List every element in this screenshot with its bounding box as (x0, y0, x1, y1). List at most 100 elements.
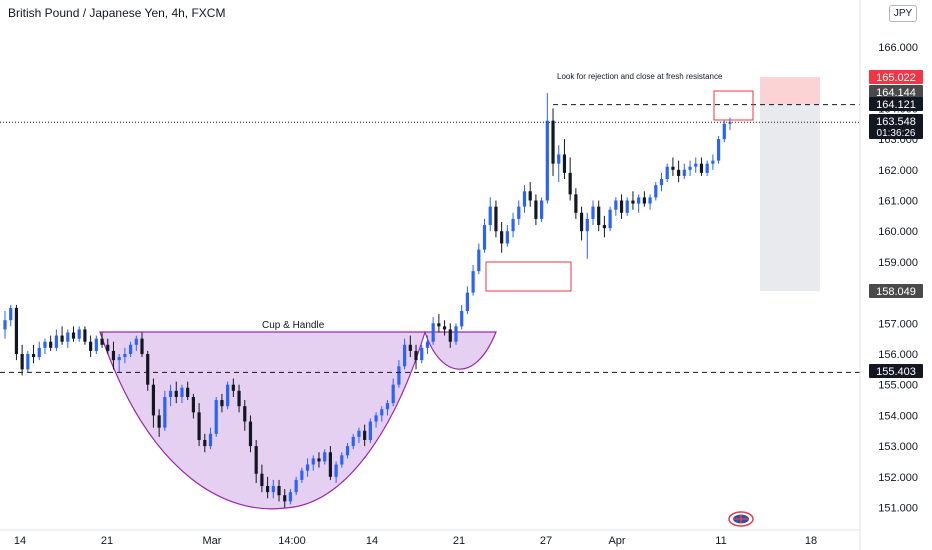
candle-body (71, 332, 76, 339)
y-tick-label: 156.000 (878, 349, 918, 361)
candle-body (654, 185, 658, 198)
candle-body (94, 338, 98, 351)
candle-body (260, 473, 264, 487)
candle-body (562, 154, 567, 173)
candle-body (597, 206, 601, 226)
candle-body (123, 354, 127, 358)
x-tick-label: 21 (101, 535, 113, 547)
candle-body (163, 396, 167, 428)
candle-body (614, 200, 618, 210)
candle-body (425, 341, 430, 348)
price-label-box (869, 364, 923, 378)
candle-body (403, 344, 407, 367)
candle-body (265, 486, 270, 493)
candle-body (591, 206, 595, 219)
candle-body (602, 225, 607, 229)
candle-body (231, 384, 235, 391)
candle-body (488, 206, 492, 226)
candle-body (540, 200, 544, 219)
price-label-text: 158.049 (876, 286, 916, 298)
candle-body (288, 492, 293, 502)
candle-body (699, 163, 704, 173)
candle-body (728, 122, 732, 124)
candle-body (186, 387, 190, 397)
candle-body (26, 354, 30, 370)
x-tick-label: 14 (14, 535, 26, 547)
candle-body (557, 154, 561, 164)
candle-body (328, 452, 332, 477)
price-label-box (869, 97, 923, 111)
take-profit-zone (760, 103, 820, 292)
candle-body (111, 350, 116, 361)
candle-body (568, 172, 572, 195)
candle-body (677, 169, 681, 176)
candle-body (89, 341, 93, 351)
candle-body (397, 366, 401, 385)
x-tick-label: 14:00 (278, 535, 306, 547)
candle-body (208, 433, 213, 447)
price-label-text: 164.144 (876, 87, 916, 99)
candle-body (203, 439, 207, 447)
candle-body (528, 191, 532, 201)
candle-body (534, 200, 538, 219)
cup-handle-label: Cup & Handle (262, 320, 325, 331)
candle-body (505, 231, 509, 244)
candle-body (9, 307, 13, 321)
candle-body (551, 120, 555, 164)
y-tick-label: 155.000 (878, 380, 918, 392)
candle-body (128, 344, 133, 354)
candle-body (659, 179, 664, 186)
candle-body (174, 390, 178, 397)
candle-body (522, 191, 527, 207)
candle-body (168, 390, 173, 397)
candle-body (385, 403, 390, 410)
candle-body (448, 329, 452, 342)
currency-selector[interactable]: JPY (889, 5, 917, 22)
overlay-layer: Cup & Handle Look for rejection and close… (0, 72, 860, 373)
x-tick-label: 27 (540, 535, 552, 547)
y-tick-label: 162.000 (878, 165, 918, 177)
candle-body (197, 412, 201, 440)
candle-body (83, 329, 87, 342)
candle-body (471, 271, 475, 293)
stop-loss-zone (760, 77, 820, 104)
candle-body (454, 326, 458, 342)
candle-body (442, 326, 447, 330)
candle-body (391, 384, 395, 404)
candle-body (574, 194, 578, 213)
candle-body (619, 200, 624, 213)
candle-body (305, 464, 310, 471)
candle-body (374, 415, 378, 422)
candle-body (43, 341, 47, 348)
candle-body (357, 430, 361, 437)
cup-shape (99, 331, 426, 510)
candle-body (283, 495, 287, 502)
candle-body (477, 249, 481, 272)
price-label-text: 165.022 (876, 72, 916, 84)
candle-body (716, 139, 721, 161)
candle-body (642, 197, 646, 204)
candle-body (14, 307, 19, 354)
x-tick-label: 11 (715, 535, 726, 547)
candle-body (60, 335, 64, 342)
candle-body (237, 390, 241, 407)
candle-body (494, 206, 498, 232)
candle-body (711, 160, 715, 164)
x-tick-label: Apr (608, 535, 625, 547)
candle-body (226, 384, 230, 407)
last-price-box (869, 114, 923, 139)
candle-body (100, 338, 104, 345)
candle-body (420, 347, 424, 361)
candle-body (49, 341, 53, 348)
handle-shape (424, 331, 497, 370)
candle-body (31, 354, 36, 358)
candle-body (117, 357, 121, 361)
candle-body (271, 486, 275, 493)
candle-body (517, 206, 521, 219)
price-label-text: 155.403 (876, 366, 916, 378)
candle-body (254, 446, 258, 474)
candle-body (631, 200, 635, 204)
candle-body (214, 400, 218, 434)
